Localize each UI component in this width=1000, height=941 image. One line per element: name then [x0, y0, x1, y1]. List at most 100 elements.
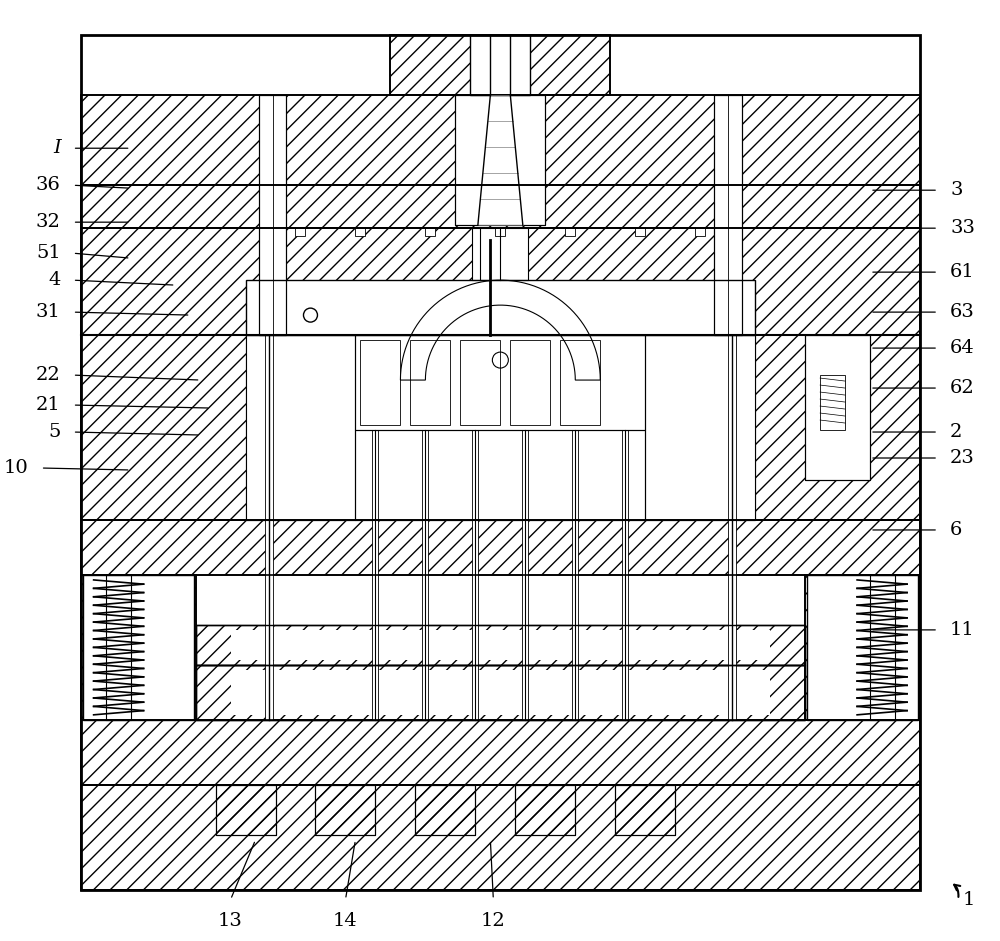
Bar	[622, 430, 628, 720]
Text: 61: 61	[950, 263, 975, 281]
Bar	[472, 430, 478, 720]
Bar	[196, 665, 805, 720]
Bar	[456, 96, 500, 224]
Bar	[455, 95, 545, 225]
Bar	[615, 785, 675, 835]
Bar	[81, 95, 920, 185]
Text: 23: 23	[950, 449, 975, 467]
Text: 21: 21	[36, 396, 61, 414]
Bar	[460, 340, 500, 425]
Text: 1: 1	[963, 891, 975, 909]
Bar	[422, 430, 428, 720]
Bar	[355, 430, 645, 520]
Text: 10: 10	[4, 459, 29, 477]
Text: 64: 64	[950, 339, 975, 357]
Bar	[246, 280, 755, 335]
Text: 3: 3	[950, 182, 963, 199]
Text: 11: 11	[950, 621, 975, 639]
Bar	[196, 625, 805, 665]
Bar	[81, 720, 920, 785]
Bar	[81, 520, 920, 575]
Bar	[410, 340, 450, 425]
Bar	[83, 575, 194, 720]
Bar	[216, 785, 276, 835]
Bar	[390, 36, 610, 95]
Bar	[295, 228, 305, 236]
Bar	[565, 228, 575, 236]
Bar	[360, 340, 400, 425]
Text: 36: 36	[36, 176, 61, 194]
Bar	[216, 785, 276, 835]
Bar	[425, 228, 435, 236]
Bar	[83, 575, 194, 720]
Bar	[870, 575, 895, 720]
Bar	[714, 95, 742, 335]
Bar	[415, 785, 475, 835]
Text: 12: 12	[481, 912, 506, 930]
Bar	[265, 335, 273, 720]
Bar	[81, 228, 920, 335]
Text: 2: 2	[950, 423, 962, 441]
Bar	[81, 575, 196, 720]
Bar	[805, 575, 920, 720]
Bar	[246, 335, 755, 520]
Bar	[695, 228, 705, 236]
Bar	[81, 185, 920, 228]
Bar	[355, 335, 645, 430]
Bar	[714, 95, 742, 335]
Bar	[635, 228, 645, 236]
Bar	[645, 335, 755, 520]
Bar	[81, 785, 920, 889]
Bar	[805, 575, 920, 720]
Bar	[455, 95, 545, 225]
Bar	[231, 670, 770, 715]
Bar	[81, 228, 920, 335]
Bar	[81, 185, 920, 228]
Bar	[820, 375, 845, 430]
Bar	[246, 335, 355, 520]
Text: 5: 5	[48, 423, 61, 441]
Text: 32: 32	[36, 214, 61, 231]
Bar	[231, 630, 770, 660]
Bar	[560, 340, 600, 425]
Bar	[415, 785, 475, 835]
Bar	[470, 36, 530, 95]
Text: I: I	[53, 139, 61, 157]
Bar	[728, 335, 736, 720]
Bar	[515, 785, 575, 835]
Bar	[81, 720, 920, 785]
Text: 14: 14	[333, 912, 358, 930]
Text: 62: 62	[950, 379, 975, 397]
Bar	[805, 335, 870, 480]
Bar	[807, 575, 918, 720]
Text: 31: 31	[36, 303, 61, 321]
Bar	[615, 785, 675, 835]
Bar	[510, 340, 550, 425]
Bar	[196, 665, 805, 720]
Bar	[522, 430, 528, 720]
Bar	[196, 625, 805, 665]
Bar	[81, 520, 920, 575]
Bar	[81, 785, 920, 889]
Bar	[470, 36, 530, 95]
Bar	[807, 575, 918, 720]
Bar	[515, 785, 575, 835]
Bar	[500, 96, 544, 224]
Bar	[315, 785, 375, 835]
Bar	[810, 345, 865, 460]
Bar	[81, 575, 196, 720]
Bar	[81, 335, 920, 520]
Bar	[81, 335, 920, 520]
Text: 13: 13	[218, 912, 243, 930]
Bar	[495, 228, 505, 236]
Bar	[805, 335, 870, 480]
Bar	[645, 335, 755, 520]
Bar	[472, 228, 528, 280]
Bar	[355, 430, 645, 520]
Bar	[246, 280, 755, 335]
Bar	[106, 575, 131, 720]
Bar	[81, 95, 920, 185]
Bar	[81, 36, 920, 889]
Text: 33: 33	[950, 219, 975, 237]
Bar	[259, 95, 286, 335]
